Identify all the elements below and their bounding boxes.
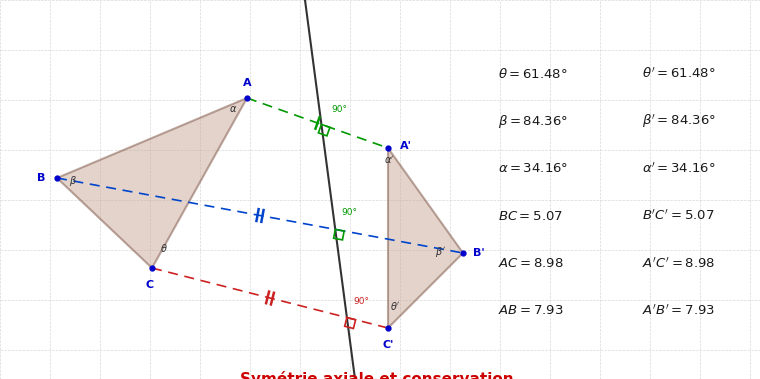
Text: $\beta$: $\beta$ <box>69 174 77 188</box>
Text: $\theta' = 61.48°$: $\theta' = 61.48°$ <box>642 67 716 81</box>
Text: $\theta = 61.48°$: $\theta = 61.48°$ <box>498 67 568 81</box>
Text: $\theta'$: $\theta'$ <box>390 300 401 312</box>
Text: A: A <box>242 78 252 88</box>
Text: $\alpha = 34.16°$: $\alpha = 34.16°$ <box>498 162 568 175</box>
Text: $\alpha$: $\alpha$ <box>229 104 237 114</box>
Text: $\alpha' = 34.16°$: $\alpha' = 34.16°$ <box>642 161 716 176</box>
Text: $AC = 8.98$: $AC = 8.98$ <box>498 257 564 270</box>
Text: $BC = 5.07$: $BC = 5.07$ <box>498 210 563 222</box>
Text: $\beta = 84.36°$: $\beta = 84.36°$ <box>498 113 568 130</box>
Polygon shape <box>388 148 463 328</box>
Text: B': B' <box>473 248 485 258</box>
Polygon shape <box>57 98 247 268</box>
Text: C: C <box>146 280 154 290</box>
Text: A': A' <box>400 141 412 151</box>
Text: Symétrie axiale et conservation.: Symétrie axiale et conservation. <box>240 371 520 379</box>
Text: $\alpha'$: $\alpha'$ <box>384 154 394 166</box>
Text: 90°: 90° <box>353 296 369 305</box>
Text: $A'B' = 7.93$: $A'B' = 7.93$ <box>642 304 715 318</box>
Text: 90°: 90° <box>341 208 357 218</box>
Text: $\theta$: $\theta$ <box>160 242 168 254</box>
Text: $AB = 7.93$: $AB = 7.93$ <box>498 304 563 317</box>
Text: $A'C' = 8.98$: $A'C' = 8.98$ <box>642 256 715 271</box>
Text: C': C' <box>382 340 394 350</box>
Text: $\beta' = 84.36°$: $\beta' = 84.36°$ <box>642 113 716 130</box>
Text: B: B <box>36 173 45 183</box>
Text: 90°: 90° <box>331 105 347 114</box>
Text: $B'C' = 5.07$: $B'C' = 5.07$ <box>642 209 714 223</box>
Text: $\beta'$: $\beta'$ <box>435 245 446 259</box>
